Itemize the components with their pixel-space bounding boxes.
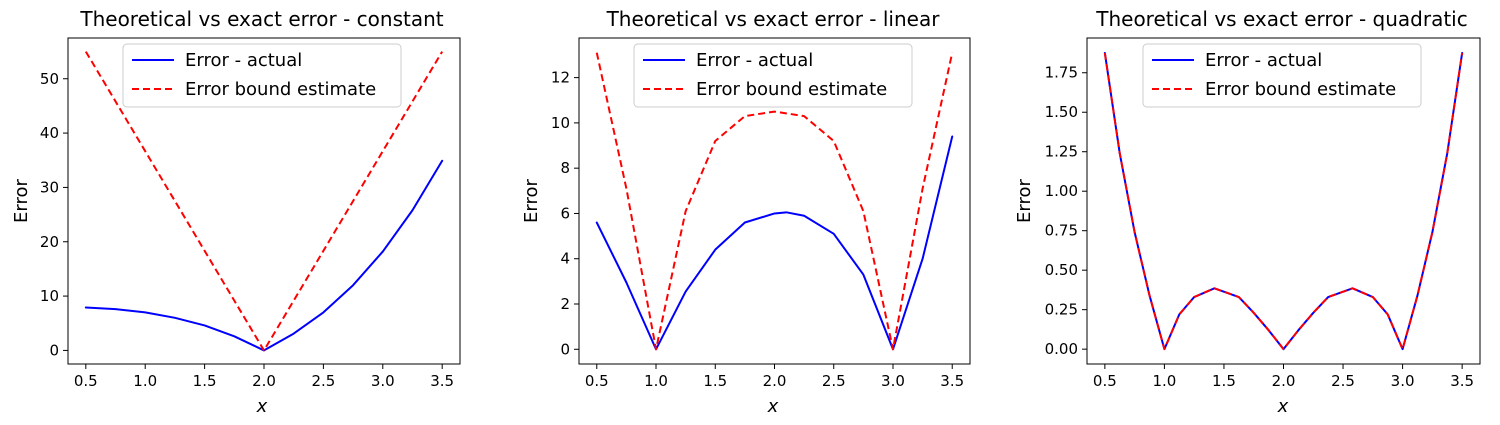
y-tick-label: 10	[551, 114, 570, 132]
plot-frame	[578, 37, 971, 365]
legend-label-actual: Error - actual	[185, 50, 302, 71]
y-tick-label: 30	[40, 178, 59, 196]
x-tick-label: 0.5	[1093, 372, 1117, 390]
x-tick-label: 3.0	[1391, 372, 1415, 390]
chart-panel-quadratic: Theoretical vs exact error - quadratic 0…	[1014, 7, 1481, 417]
x-tick-label: 2.0	[1272, 372, 1296, 390]
legend: Error - actual Error bound estimate	[633, 43, 913, 108]
x-tick-label: 3.5	[1450, 372, 1474, 390]
series-group	[84, 51, 444, 352]
y-tick-label: 0	[560, 340, 570, 358]
y-axis-label: Error	[1014, 178, 1035, 222]
legend-box	[633, 43, 913, 108]
x-tick-label: 1.5	[1212, 372, 1236, 390]
chart-panel-constant: Theoretical vs exact error - constant 0.…	[11, 7, 461, 417]
series-line-bound	[84, 51, 444, 352]
x-tick-label: 1.0	[133, 372, 157, 390]
y-tick-label: 1.00	[1045, 182, 1078, 200]
plot-frame	[1086, 37, 1481, 365]
y-tick-label: 0	[49, 341, 59, 359]
y-axis-label: Error	[521, 178, 542, 222]
y-tick-label: 0.25	[1045, 301, 1078, 319]
chart-title: Theoretical vs exact error - quadratic	[1095, 7, 1467, 31]
series-line-actual	[595, 135, 954, 351]
legend: Error - actual Error bound estimate	[1142, 43, 1422, 108]
y-tick-label: 2	[560, 295, 570, 313]
legend-label-bound: Error bound estimate	[1205, 79, 1396, 100]
plot-frame	[67, 37, 461, 365]
series-group	[1103, 52, 1464, 351]
y-tick-label: 12	[551, 69, 570, 87]
y-tick-label: 50	[40, 70, 59, 88]
series-line-actual	[84, 159, 444, 352]
x-tick-label: 2.5	[1331, 372, 1355, 390]
x-tick-label: 2.0	[252, 372, 276, 390]
y-tick-label: 4	[560, 250, 570, 268]
x-tick-label: 2.5	[311, 372, 335, 390]
y-tick-label: 8	[560, 159, 570, 177]
x-tick-label: 0.5	[585, 372, 609, 390]
x-tick-label: 3.5	[940, 372, 964, 390]
tick-group: 0.5 1.0 1.5 2.0 2.5 3.0 3.5 0.00 0.25 0.50 0.75 1.0…	[1045, 64, 1474, 390]
chart-title: Theoretical vs exact error - constant	[79, 7, 443, 31]
x-tick-label: 1.5	[193, 372, 217, 390]
y-tick-label: 0.75	[1045, 222, 1078, 240]
legend-label-actual: Error - actual	[696, 50, 813, 71]
series-line-bound	[595, 52, 954, 351]
legend-label-bound: Error bound estimate	[185, 79, 376, 100]
y-tick-label: 1.75	[1045, 64, 1078, 82]
legend-label-bound: Error bound estimate	[696, 79, 887, 100]
x-tick-label: 3.5	[430, 372, 454, 390]
y-tick-label: 0.00	[1045, 340, 1078, 358]
x-axis-label: x	[256, 396, 268, 417]
tick-group: 0.5 1.0 1.5 2.0 2.5 3.0 3.5 0 2 4 6 8 10 12	[551, 69, 964, 390]
legend-box	[122, 43, 402, 108]
x-tick-label: 3.0	[881, 372, 905, 390]
tick-group: 0.5 1.0 1.5 2.0 2.5 3.0 3.5 0 10 20 30 40 50	[40, 70, 454, 390]
x-tick-label: 1.5	[703, 372, 727, 390]
chart-title: Theoretical vs exact error - linear	[606, 7, 941, 31]
legend-label-actual: Error - actual	[1205, 50, 1322, 71]
x-tick-label: 1.0	[1152, 372, 1176, 390]
x-tick-label: 2.0	[763, 372, 787, 390]
x-tick-label: 1.0	[644, 372, 668, 390]
legend-box	[1142, 43, 1422, 108]
x-tick-label: 0.5	[74, 372, 98, 390]
chart-panel-linear: Theoretical vs exact error - linear 0.5 1…	[521, 7, 971, 417]
y-tick-label: 20	[40, 233, 59, 251]
x-axis-label: x	[767, 396, 779, 417]
y-axis-label: Error	[11, 178, 32, 222]
y-tick-label: 1.25	[1045, 143, 1078, 161]
x-tick-label: 2.5	[822, 372, 846, 390]
y-tick-label: 1.50	[1045, 103, 1078, 121]
y-tick-label: 10	[40, 287, 59, 305]
series-line-bound	[1103, 52, 1464, 351]
y-tick-label: 0.50	[1045, 261, 1078, 279]
x-tick-label: 3.0	[371, 372, 395, 390]
x-axis-label: x	[1277, 396, 1289, 417]
y-tick-label: 40	[40, 124, 59, 142]
y-tick-label: 6	[560, 204, 570, 222]
legend: Error - actual Error bound estimate	[122, 43, 402, 108]
series-group	[595, 52, 954, 351]
